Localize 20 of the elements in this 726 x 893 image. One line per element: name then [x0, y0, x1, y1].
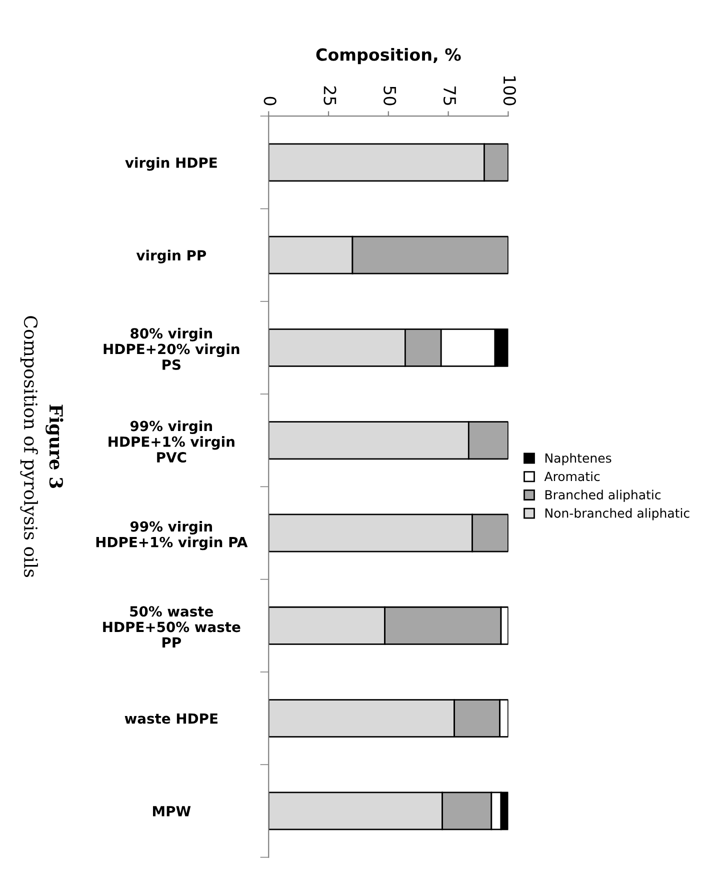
legend-label: Branched aliphatic [545, 490, 661, 502]
x-axis-title: Composition, % [316, 48, 461, 64]
legend-label: Aromatic [544, 471, 600, 482]
x-tick-label: 25 [324, 86, 336, 105]
y-tick-label: virgin HDPE [125, 157, 217, 171]
x-tick-label: 75 [443, 86, 456, 105]
text: Composition of pyrolysis oils [20, 316, 38, 577]
y-tick-label: MPW [153, 806, 191, 816]
y-tick-label: virgin PP [136, 250, 206, 264]
x-tick-label: 100 [503, 76, 516, 106]
x-tick-label: 0 [264, 96, 276, 106]
y-tick-label: waste HDPE [124, 713, 218, 724]
x-tick-label: 50 [384, 86, 396, 106]
y-tick-label: 99% virgin HDPE+1% virgin PA [96, 520, 248, 550]
legend-label: Naphtenes [545, 453, 612, 466]
y-tick-label: 99% virgin HDPE+1% virgin PVC [108, 420, 234, 463]
caption: Figure 3 [46, 404, 64, 488]
legend-label: Non-branched aliphatic [545, 508, 690, 520]
y-tick-label: 50% waste HDPE+50% waste PP [103, 606, 240, 648]
y-tick-label: 80% virgin HDPE+20% virgin PS [104, 328, 240, 370]
